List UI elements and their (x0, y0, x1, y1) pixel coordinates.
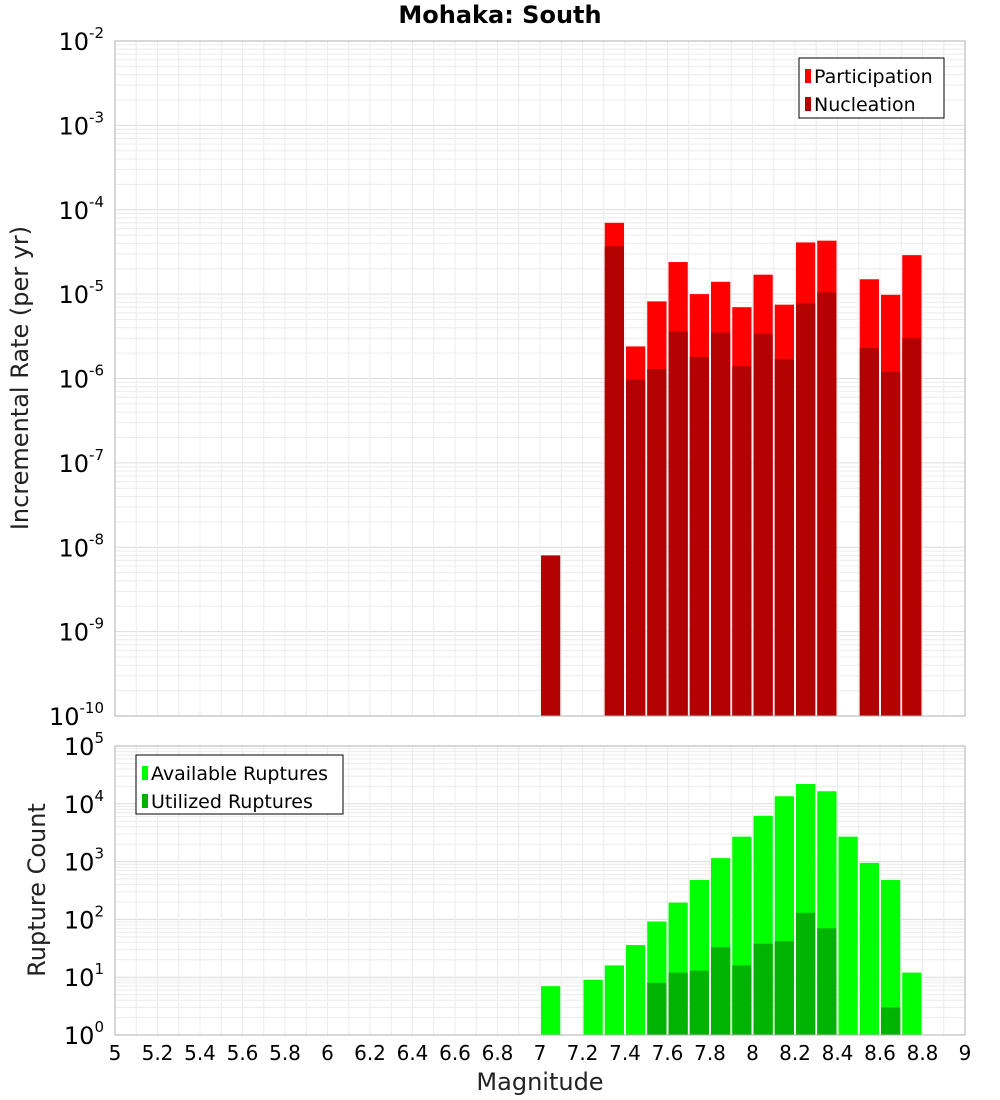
bar-nucleation (796, 303, 816, 716)
legend-swatch (142, 766, 148, 780)
ytick-label: 10-6 (58, 362, 104, 394)
top-ylabel: Incremental Rate (per yr) (6, 226, 34, 530)
xtick-label: 6 (321, 1041, 334, 1065)
bar-utilized-ruptures (881, 1007, 901, 1035)
xtick-label: 5.2 (142, 1041, 174, 1065)
ytick-label: 103 (64, 845, 104, 877)
plot-frame (114, 40, 966, 717)
xtick-label: 5.4 (184, 1041, 216, 1065)
bottom-plot-area: 100 101 102 103 104 105 5 5.2 5.4 5.6 5.8 6 6.2 6.4 6.… (64, 729, 971, 1065)
bottom-ylabel: Rupture Count (23, 803, 51, 977)
ytick-label: 10-5 (58, 277, 104, 309)
ytick-label: 102 (64, 902, 104, 934)
bar-available-ruptures (583, 979, 603, 1035)
bar-available-ruptures (838, 836, 858, 1035)
legend-box (798, 57, 945, 119)
bar-nucleation (626, 379, 646, 716)
bar-nucleation (647, 368, 667, 716)
bar-utilized-ruptures (711, 947, 731, 1035)
legend-label: Nucleation (814, 94, 916, 116)
legend-label: Available Ruptures (151, 763, 328, 785)
bar-available-ruptures (902, 972, 922, 1035)
xtick-label: 8.8 (907, 1041, 939, 1065)
bar-utilized-ruptures (817, 928, 837, 1035)
xtick-label: 8 (746, 1041, 759, 1065)
ytick-label: 10-2 (58, 24, 104, 56)
xtick-label: 8.4 (822, 1041, 854, 1065)
ytick-label: 10-8 (58, 530, 104, 562)
bar-utilized-ruptures (774, 941, 794, 1035)
bar-nucleation (859, 347, 879, 716)
ytick-label: 10-3 (58, 108, 104, 140)
xtick-label: 6.4 (397, 1041, 429, 1065)
legend-swatch (805, 97, 811, 111)
ytick-label: 105 (64, 729, 104, 761)
bar-utilized-ruptures (668, 972, 688, 1035)
ytick-label: 100 (64, 1018, 104, 1050)
bar-nucleation (902, 338, 922, 716)
legend-swatch (142, 794, 148, 808)
ytick-label: 10-7 (58, 446, 104, 478)
xtick-label: 7 (534, 1041, 547, 1065)
xtick-label: 6.6 (439, 1041, 471, 1065)
xtick-label: 7.8 (694, 1041, 726, 1065)
bar-available-ruptures (626, 945, 646, 1035)
xtick-label: 5.6 (227, 1041, 259, 1065)
bar-utilized-ruptures (732, 965, 752, 1035)
ytick-label: 101 (64, 960, 104, 992)
xtick-label: 8.2 (779, 1041, 811, 1065)
bar-utilized-ruptures (796, 912, 816, 1035)
xtick-label: 5.8 (269, 1041, 301, 1065)
bar-available-ruptures (541, 986, 561, 1035)
legend-swatch (805, 69, 811, 83)
xtick-label: 7.2 (567, 1041, 599, 1065)
plot-frame (114, 745, 966, 1036)
bar-utilized-ruptures (689, 970, 709, 1035)
bar-nucleation (689, 356, 709, 716)
top-plot-area: 10-10 10-9 10-8 10-7 10-6 10-5 10-4 10-3 10-2 Par… (49, 24, 966, 731)
bar-available-ruptures (881, 880, 901, 1035)
chart-title: Mohaka: South (398, 1, 601, 29)
bar-nucleation (881, 371, 901, 716)
bar-available-ruptures (859, 862, 879, 1035)
legend-label: Participation (814, 66, 933, 88)
ytick-label: 10-9 (58, 615, 104, 647)
xtick-label: 8.6 (864, 1041, 896, 1065)
xtick-label: 9 (959, 1041, 972, 1065)
ytick-label: 10-4 (58, 193, 104, 225)
bar-nucleation (604, 246, 624, 716)
xtick-label: 7.4 (609, 1041, 641, 1065)
bar-nucleation (753, 333, 773, 716)
xlabel: Magnitude (476, 1068, 603, 1096)
bar-nucleation (711, 332, 731, 716)
legend-box (135, 754, 344, 815)
bar-available-ruptures (604, 965, 624, 1035)
bar-nucleation (774, 359, 794, 716)
bar-nucleation (817, 292, 837, 716)
bar-nucleation (732, 366, 752, 716)
bar-nucleation (541, 555, 561, 716)
bar-utilized-ruptures (647, 982, 667, 1035)
bar-nucleation (668, 331, 688, 716)
xtick-label: 6.2 (354, 1041, 386, 1065)
ytick-label: 104 (64, 787, 104, 819)
ytick-label: 10-10 (49, 699, 104, 731)
xtick-label: 5 (109, 1041, 122, 1065)
bar-utilized-ruptures (753, 943, 773, 1035)
legend-label: Utilized Ruptures (151, 791, 313, 813)
xtick-label: 6.8 (482, 1041, 514, 1065)
xtick-label: 7.6 (652, 1041, 684, 1065)
